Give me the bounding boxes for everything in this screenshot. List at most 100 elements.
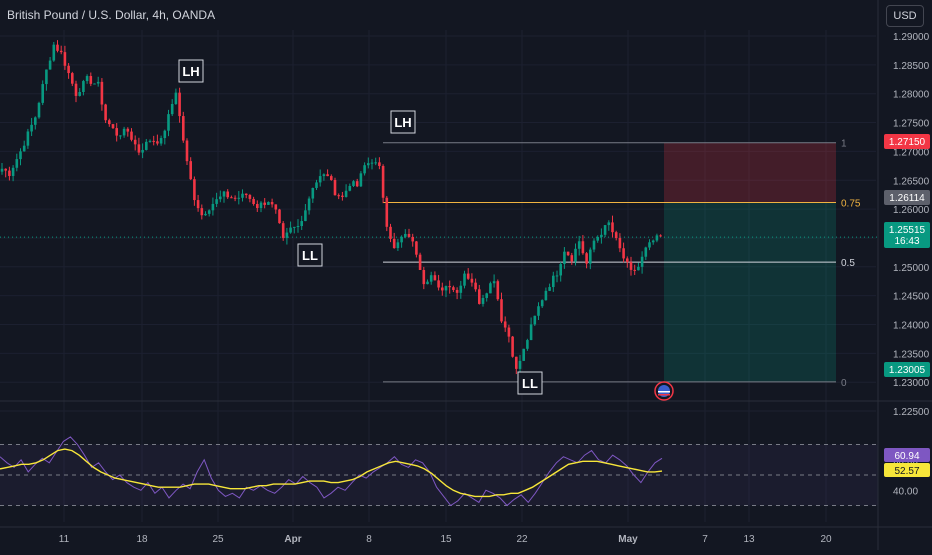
- candle-body: [511, 336, 514, 357]
- candle-body: [237, 197, 241, 199]
- candle-body: [485, 293, 488, 298]
- candle-body: [318, 176, 322, 183]
- candle-body: [278, 209, 281, 224]
- candle-body: [600, 234, 603, 238]
- candle-body: [363, 165, 366, 174]
- candle-body: [389, 226, 392, 239]
- time-tick-label: Apr: [284, 534, 301, 545]
- currency-button[interactable]: USD: [886, 5, 924, 27]
- take-profit-zone[interactable]: [664, 202, 836, 382]
- us-flag-event-icon[interactable]: [654, 381, 674, 401]
- price-tick-label: 1.23000: [893, 378, 930, 389]
- candle-body: [614, 232, 618, 239]
- candle-body: [130, 131, 133, 140]
- candle-body: [441, 287, 444, 291]
- candle-body: [341, 195, 344, 197]
- candle-body: [644, 247, 648, 257]
- candle-body: [244, 193, 248, 196]
- price-tag: [884, 134, 930, 149]
- candle-body: [459, 285, 463, 293]
- candle-body: [296, 226, 300, 228]
- swing-label-ll[interactable]: LL: [297, 243, 323, 267]
- candle-body: [315, 182, 318, 188]
- time-tick-label: 7: [702, 534, 708, 545]
- candle-body: [26, 131, 30, 146]
- candle-body: [400, 236, 403, 243]
- candle-body: [137, 144, 141, 153]
- candle-body: [207, 210, 211, 214]
- candle-body: [233, 197, 237, 199]
- annotations[interactable]: LH LH LL LL: [178, 59, 543, 395]
- candle-body: [529, 324, 533, 341]
- candle-body: [396, 242, 400, 249]
- candle-body: [426, 281, 429, 285]
- price-tick-label: 1.24500: [893, 292, 930, 303]
- candle-body: [503, 321, 507, 328]
- candle-body: [174, 92, 178, 105]
- candle-body: [274, 204, 278, 210]
- candle-body: [219, 196, 222, 200]
- price-tick-label: 1.24000: [893, 321, 930, 332]
- candle-body: [515, 356, 518, 369]
- candle-body: [304, 210, 307, 222]
- fibonacci-retracement[interactable]: 1 0.75 0.5 0: [0, 139, 878, 389]
- price-tag: [884, 222, 930, 248]
- candle-body: [522, 348, 525, 361]
- candle-body: [311, 187, 315, 199]
- rsi-value-tag: [884, 448, 930, 462]
- candle-body: [45, 69, 48, 85]
- swing-label-lh[interactable]: LH: [390, 110, 416, 134]
- candle-body: [537, 306, 540, 316]
- candle-body: [293, 226, 296, 228]
- candle-body: [11, 167, 15, 176]
- candle-body: [422, 270, 426, 285]
- candle-body: [111, 124, 115, 129]
- candle-body: [611, 222, 614, 233]
- candle-body: [133, 139, 137, 145]
- price-tag-label: 1.26114: [889, 193, 925, 204]
- candle-body: [452, 287, 455, 290]
- candle-countdown: 16:43: [894, 236, 919, 247]
- candle-body: [492, 281, 496, 284]
- candle-body: [552, 275, 555, 288]
- grid-layer: [0, 30, 876, 522]
- time-tick-label: 20: [820, 534, 832, 545]
- candle-body: [200, 208, 204, 216]
- candle-body: [163, 130, 167, 139]
- swing-label-lh[interactable]: LH: [178, 59, 204, 83]
- swing-label-box: [178, 59, 204, 83]
- swing-label-ll[interactable]: LL: [517, 371, 543, 395]
- candle-body: [30, 124, 33, 132]
- candle-body: [581, 241, 585, 254]
- candle-body: [285, 232, 289, 238]
- candle-body: [496, 281, 500, 300]
- swing-label-box: [390, 110, 416, 134]
- candle-body: [4, 168, 7, 171]
- candle-body: [559, 264, 562, 276]
- candlesticks: [0, 40, 662, 375]
- swing-label-text: LH: [182, 64, 199, 79]
- candle-body: [215, 199, 218, 204]
- candle-body: [344, 190, 348, 197]
- rsi-ma-line: [0, 448, 663, 498]
- candle-body: [322, 174, 326, 177]
- price-tags: 1.27150 1.26114 1.25515 1.23005 16:43 60.94 52…: [884, 134, 930, 477]
- candle-body: [0, 168, 4, 172]
- candle-body: [570, 255, 574, 262]
- price-tick-label: 1.28500: [893, 61, 930, 72]
- symbol-title: British Pound / U.S. Dollar, 4h, OANDA: [7, 8, 216, 22]
- candle-body: [626, 258, 629, 263]
- candle-body: [370, 162, 374, 164]
- time-tick-label: 13: [743, 534, 755, 545]
- candle-body: [159, 138, 163, 144]
- stop-loss-zone[interactable]: [664, 142, 836, 203]
- candle-body: [230, 197, 233, 199]
- position-tool[interactable]: [664, 142, 836, 382]
- candle-body: [196, 200, 200, 209]
- price-tick-label: 1.29000: [893, 32, 930, 43]
- candle-body: [56, 44, 59, 51]
- candle-body: [281, 223, 285, 238]
- price-tick-label: 1.23500: [893, 349, 930, 360]
